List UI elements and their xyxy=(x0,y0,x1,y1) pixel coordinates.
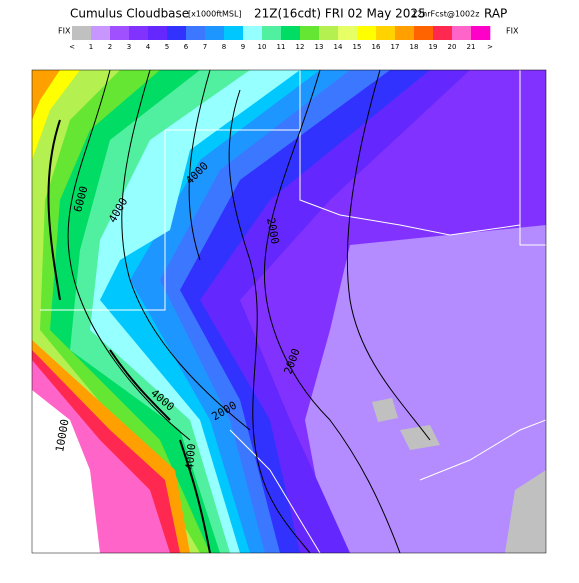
contour-label: 10000 xyxy=(53,418,72,453)
color-swatch xyxy=(433,26,453,40)
fix-right: FIX xyxy=(506,27,519,36)
colorbar-label: 8 xyxy=(222,43,226,51)
model: RAP xyxy=(484,7,507,21)
color-swatch xyxy=(338,26,358,40)
colorbar-label: 12 xyxy=(296,43,305,51)
colorbar-label: 20 xyxy=(448,43,457,51)
color-swatch xyxy=(357,26,377,40)
colorbar-label: 1 xyxy=(89,43,93,51)
color-swatch xyxy=(205,26,225,40)
colorbar-label: 16 xyxy=(372,43,381,51)
color-swatch xyxy=(72,26,92,40)
color-swatch xyxy=(167,26,187,40)
colorbar-label: 19 xyxy=(429,43,438,51)
color-swatch xyxy=(110,26,130,40)
colorbar-label: 10 xyxy=(258,43,267,51)
borders xyxy=(40,70,546,553)
color-swatch xyxy=(319,26,339,40)
colorbar-label: 5 xyxy=(165,43,169,51)
color-swatch xyxy=(376,26,396,40)
color-swatch xyxy=(395,26,415,40)
color-swatch xyxy=(300,26,320,40)
colorbar-label: < xyxy=(69,43,75,51)
contours xyxy=(47,70,431,553)
colorbar-label: 3 xyxy=(127,43,131,51)
colorbar-label: 11 xyxy=(277,43,286,51)
units: [x1000ftMSL] xyxy=(188,10,242,19)
colorbar-label: 6 xyxy=(184,43,189,51)
color-swatch xyxy=(414,26,434,40)
color-swatch xyxy=(243,26,263,40)
colorbar-label: 18 xyxy=(410,43,419,51)
colorbar-label: 15 xyxy=(353,43,362,51)
colorbar-label: 17 xyxy=(391,43,400,51)
colorbar-label: 21 xyxy=(467,43,476,51)
color-swatch xyxy=(129,26,149,40)
title: Cumulus Cloudbase xyxy=(70,7,189,21)
map: 6000 4000 4000 2000 2000 4000 2000 10000… xyxy=(31,69,547,554)
color-swatch xyxy=(224,26,244,40)
color-swatch xyxy=(91,26,111,40)
color-swatch xyxy=(262,26,282,40)
color-swatch xyxy=(471,26,491,40)
colorbar-label: > xyxy=(487,43,493,51)
fix-left: FIX xyxy=(58,27,71,36)
title-bar: Cumulus Cloudbase [x1000ftMSL] 21Z(16cdt… xyxy=(70,7,507,21)
colorbar: FIX FIX <1 2 3 4 5 6 7 8 9 10 11 12 13 14 15 16 17 18 19 20… xyxy=(58,26,519,51)
colorbar-label: 4 xyxy=(146,43,151,51)
colorbar-label: 13 xyxy=(315,43,324,51)
contour-label: 4000 xyxy=(183,443,198,471)
contour-label: 2000 xyxy=(264,217,281,245)
map-field xyxy=(32,70,546,553)
colorbar-label: 9 xyxy=(241,43,245,51)
colorbar-label: 7 xyxy=(203,43,207,51)
colorbar-label: 14 xyxy=(334,43,343,51)
color-swatch xyxy=(452,26,472,40)
valid-time: 21Z(16cdt) FRI 02 May 2025 xyxy=(254,7,426,21)
forecast: 12hrFcst@1002z xyxy=(412,10,479,19)
color-swatch xyxy=(186,26,206,40)
color-swatch xyxy=(148,26,168,40)
colorbar-label: 2 xyxy=(108,43,112,51)
color-swatch xyxy=(281,26,301,40)
